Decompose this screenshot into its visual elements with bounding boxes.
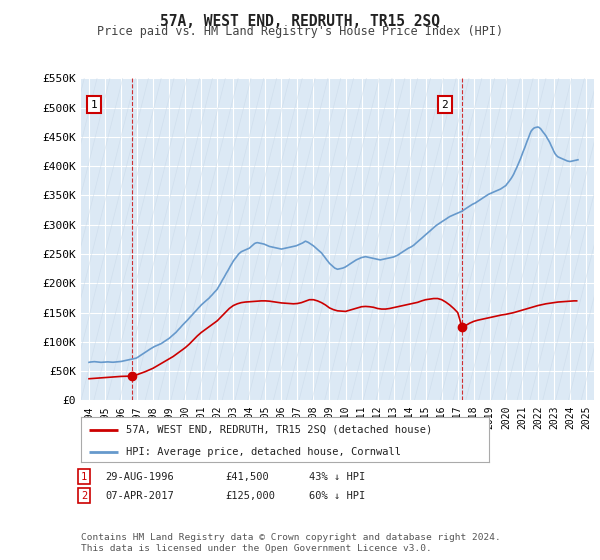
Text: £125,000: £125,000 <box>225 491 275 501</box>
Text: HPI: Average price, detached house, Cornwall: HPI: Average price, detached house, Corn… <box>126 447 401 457</box>
Text: 43% ↓ HPI: 43% ↓ HPI <box>309 472 365 482</box>
Text: 57A, WEST END, REDRUTH, TR15 2SQ (detached house): 57A, WEST END, REDRUTH, TR15 2SQ (detach… <box>126 424 432 435</box>
Text: 2: 2 <box>81 491 87 501</box>
Text: 1: 1 <box>91 100 97 110</box>
Text: 1: 1 <box>81 472 87 482</box>
Text: 57A, WEST END, REDRUTH, TR15 2SQ: 57A, WEST END, REDRUTH, TR15 2SQ <box>160 14 440 29</box>
Text: Price paid vs. HM Land Registry's House Price Index (HPI): Price paid vs. HM Land Registry's House … <box>97 25 503 38</box>
Text: 07-APR-2017: 07-APR-2017 <box>105 491 174 501</box>
Text: £41,500: £41,500 <box>225 472 269 482</box>
Text: 2: 2 <box>442 100 448 110</box>
Text: 29-AUG-1996: 29-AUG-1996 <box>105 472 174 482</box>
Text: Contains HM Land Registry data © Crown copyright and database right 2024.
This d: Contains HM Land Registry data © Crown c… <box>81 533 501 553</box>
Text: 60% ↓ HPI: 60% ↓ HPI <box>309 491 365 501</box>
